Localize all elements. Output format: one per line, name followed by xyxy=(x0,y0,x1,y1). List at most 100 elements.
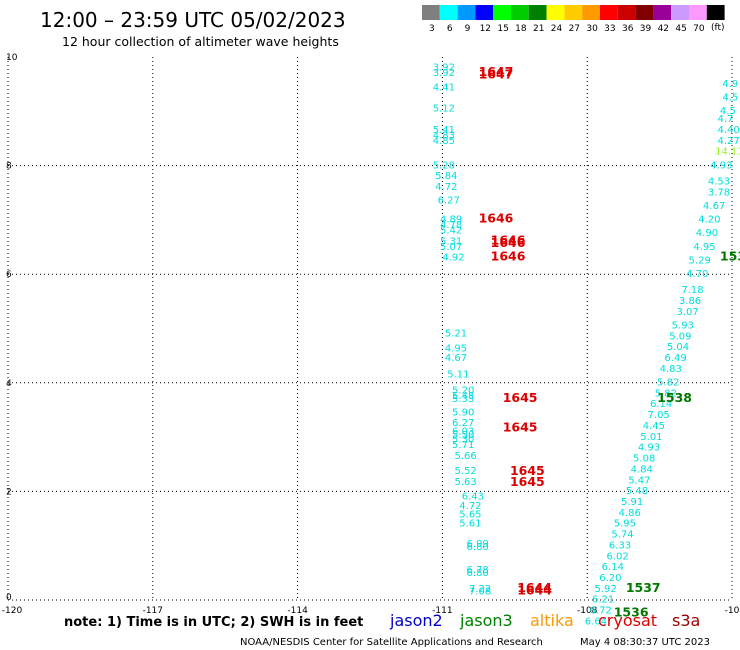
swh-label: 6.43 xyxy=(462,492,484,503)
time-label: 1644 xyxy=(517,583,552,598)
swh-label: 6.27 xyxy=(452,418,474,429)
swh-label: 5.61 xyxy=(459,519,481,530)
time-label: 1645 xyxy=(510,463,545,478)
swh-label: 4.93 xyxy=(710,160,732,171)
swh-label: 6.99 xyxy=(467,539,489,550)
swh-label: 6.49 xyxy=(664,353,686,364)
footer-note: note: 1) Time is in UTC; 2) SWH is in fe… xyxy=(64,615,363,630)
y-tick-label: 2 xyxy=(6,487,12,497)
swh-label: 5.42 xyxy=(440,225,462,236)
swh-label: 4.89 xyxy=(440,215,462,226)
time-label: 1646 xyxy=(491,235,526,250)
y-tick-label: 10 xyxy=(6,53,18,63)
swh-label: 5.33 xyxy=(452,394,474,405)
time-label: 1538 xyxy=(657,390,692,405)
swh-label: 5.21 xyxy=(445,329,467,340)
swh-label: 5.90 xyxy=(452,407,474,418)
swh-label: 6.14 xyxy=(650,399,672,410)
swh-label: 14.11 xyxy=(715,147,740,158)
swh-label: 5.63 xyxy=(454,477,476,488)
color-scale-bar: 3 6 9 12 15 18 21 24 27 30 33 36 39 42 45 70 xyxy=(422,5,725,34)
colorbar-tick-label: 6 xyxy=(447,24,453,34)
swh-label: 4.83 xyxy=(660,364,682,375)
swh-label: 7.08 xyxy=(469,587,491,598)
colorbar-swatch xyxy=(617,5,636,20)
y-tick-label: 8 xyxy=(6,162,12,172)
colorbar-swatch xyxy=(528,5,547,20)
swh-label: 4.70 xyxy=(686,269,708,280)
swh-label: 4.9 xyxy=(722,79,738,90)
time-label: 1646 xyxy=(491,249,526,264)
colorbar-swatch xyxy=(582,5,600,20)
swh-label: 5.12 xyxy=(433,103,455,114)
time-label: 1646 xyxy=(491,232,526,247)
swh-label: 5.82 xyxy=(655,388,677,399)
y-tick-label: 4 xyxy=(6,379,12,389)
colorbar-swatch xyxy=(511,5,529,20)
colorbar-unit-label: (ft) xyxy=(711,23,725,33)
swh-label: 5.74 xyxy=(611,530,633,541)
swh-label: 4.45 xyxy=(643,421,665,432)
swh-label: 5.08 xyxy=(633,454,655,465)
swh-label: 6.20 xyxy=(599,573,621,584)
swh-label: 6.72 xyxy=(590,606,612,617)
colorbar-tick-label: 15 xyxy=(497,24,508,34)
colorbar-tick-label: 36 xyxy=(622,24,634,34)
chart-title: 12:00 – 23:59 UTC 05/02/2023 xyxy=(40,8,346,32)
colorbar-tick-label: 33 xyxy=(604,24,615,34)
colorbar-swatch xyxy=(671,5,689,20)
time-label: 1644 xyxy=(517,580,552,595)
swh-label: 4.53 xyxy=(708,177,730,188)
time-label: 1645 xyxy=(510,474,545,489)
swh-label: 6.64 xyxy=(585,616,607,627)
swh-label: 3.92 xyxy=(433,68,455,79)
swh-label: 4.7 xyxy=(718,114,734,125)
colorbar-tick-label: 18 xyxy=(515,24,527,34)
legend-item-jason2: jason2 xyxy=(389,611,443,630)
colorbar-tick-label: 3 xyxy=(429,24,435,34)
swh-label: 5.31 xyxy=(440,236,462,247)
swh-label: 4.67 xyxy=(445,353,467,364)
swh-label: 5.20 xyxy=(452,386,474,397)
swh-label: 4.84 xyxy=(631,464,653,475)
time-label: 1537 xyxy=(626,580,661,595)
colorbar-tick-label: 12 xyxy=(480,24,491,34)
time-label: 1647 xyxy=(479,67,514,82)
swh-label: 6.33 xyxy=(609,540,631,551)
plot-grid xyxy=(7,57,733,601)
colorbar-tick-label: 42 xyxy=(658,24,669,34)
colorbar-swatch xyxy=(457,5,476,20)
swh-label: 5.91 xyxy=(621,497,643,508)
swh-label: 4.92 xyxy=(442,253,464,264)
swh-label: 5.71 xyxy=(452,440,474,451)
chart-subtitle: 12 hour collection of altimeter wave hei… xyxy=(62,34,339,49)
colorbar-tick-label: 45 xyxy=(675,24,686,34)
swh-label: 4.5 xyxy=(722,92,738,103)
legend-item-s3a: s3a xyxy=(672,611,700,630)
swh-label: 5.09 xyxy=(669,331,691,342)
swh-label: 5.93 xyxy=(672,321,694,332)
legend-item-jason3: jason3 xyxy=(459,611,513,630)
swh-label: 4.27 xyxy=(718,136,740,147)
swh-label: 5.28 xyxy=(433,160,455,171)
swh-label: 5.95 xyxy=(614,519,636,530)
swh-label: 5.29 xyxy=(689,255,711,266)
x-tick-label: -120 xyxy=(2,606,23,616)
swh-label: 4.93 xyxy=(638,443,660,454)
swh-label: 5.82 xyxy=(657,378,679,389)
swh-label: 7.18 xyxy=(681,285,703,296)
colorbar-swatch xyxy=(546,5,565,20)
swh-label: 3.86 xyxy=(679,296,701,307)
swh-label: 4.5 xyxy=(720,106,736,117)
swh-label: 5.41 xyxy=(433,125,455,136)
swh-label: 5.52 xyxy=(454,466,476,477)
swh-label: 6.02 xyxy=(607,551,629,562)
swh-label: 4.95 xyxy=(693,242,715,253)
swh-label: 5.01 xyxy=(640,432,662,443)
colorbar-tick-label: 30 xyxy=(586,24,598,34)
footer-timestamp: May 4 08:30:37 UTC 2023 xyxy=(580,637,710,648)
swh-label: 7.05 xyxy=(648,410,670,421)
colorbar-swatch xyxy=(706,5,725,20)
swh-label: 4.72 xyxy=(435,182,457,193)
